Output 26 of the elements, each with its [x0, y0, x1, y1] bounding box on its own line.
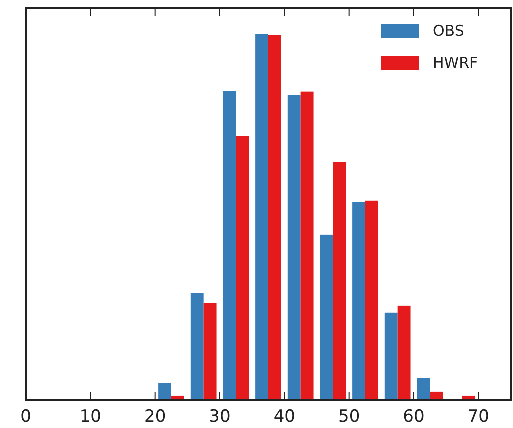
x-tick-label: 30 — [209, 407, 231, 427]
x-tick-label: 60 — [403, 407, 425, 427]
bar — [398, 306, 411, 400]
bar — [256, 34, 268, 400]
bar — [352, 202, 366, 400]
x-tick-label: 40 — [274, 407, 296, 427]
bar — [223, 91, 236, 400]
bar — [288, 95, 301, 400]
bar — [190, 293, 204, 400]
bar — [300, 92, 314, 400]
x-tick-label: 10 — [80, 407, 102, 427]
bar — [366, 200, 378, 400]
x-tick-label: 0 — [20, 407, 32, 427]
legend-label: OBS — [433, 22, 464, 40]
bar — [158, 383, 172, 400]
bar — [333, 162, 346, 400]
x-tick-label: 70 — [468, 407, 490, 427]
bar — [417, 378, 430, 400]
bar — [384, 312, 398, 400]
legend-label: HWRF — [433, 54, 478, 72]
bar — [204, 303, 217, 400]
bar — [320, 234, 334, 400]
bar — [236, 136, 250, 400]
bar — [268, 35, 282, 400]
x-tick-label: 50 — [338, 407, 360, 427]
x-tick-label: 20 — [144, 407, 166, 427]
